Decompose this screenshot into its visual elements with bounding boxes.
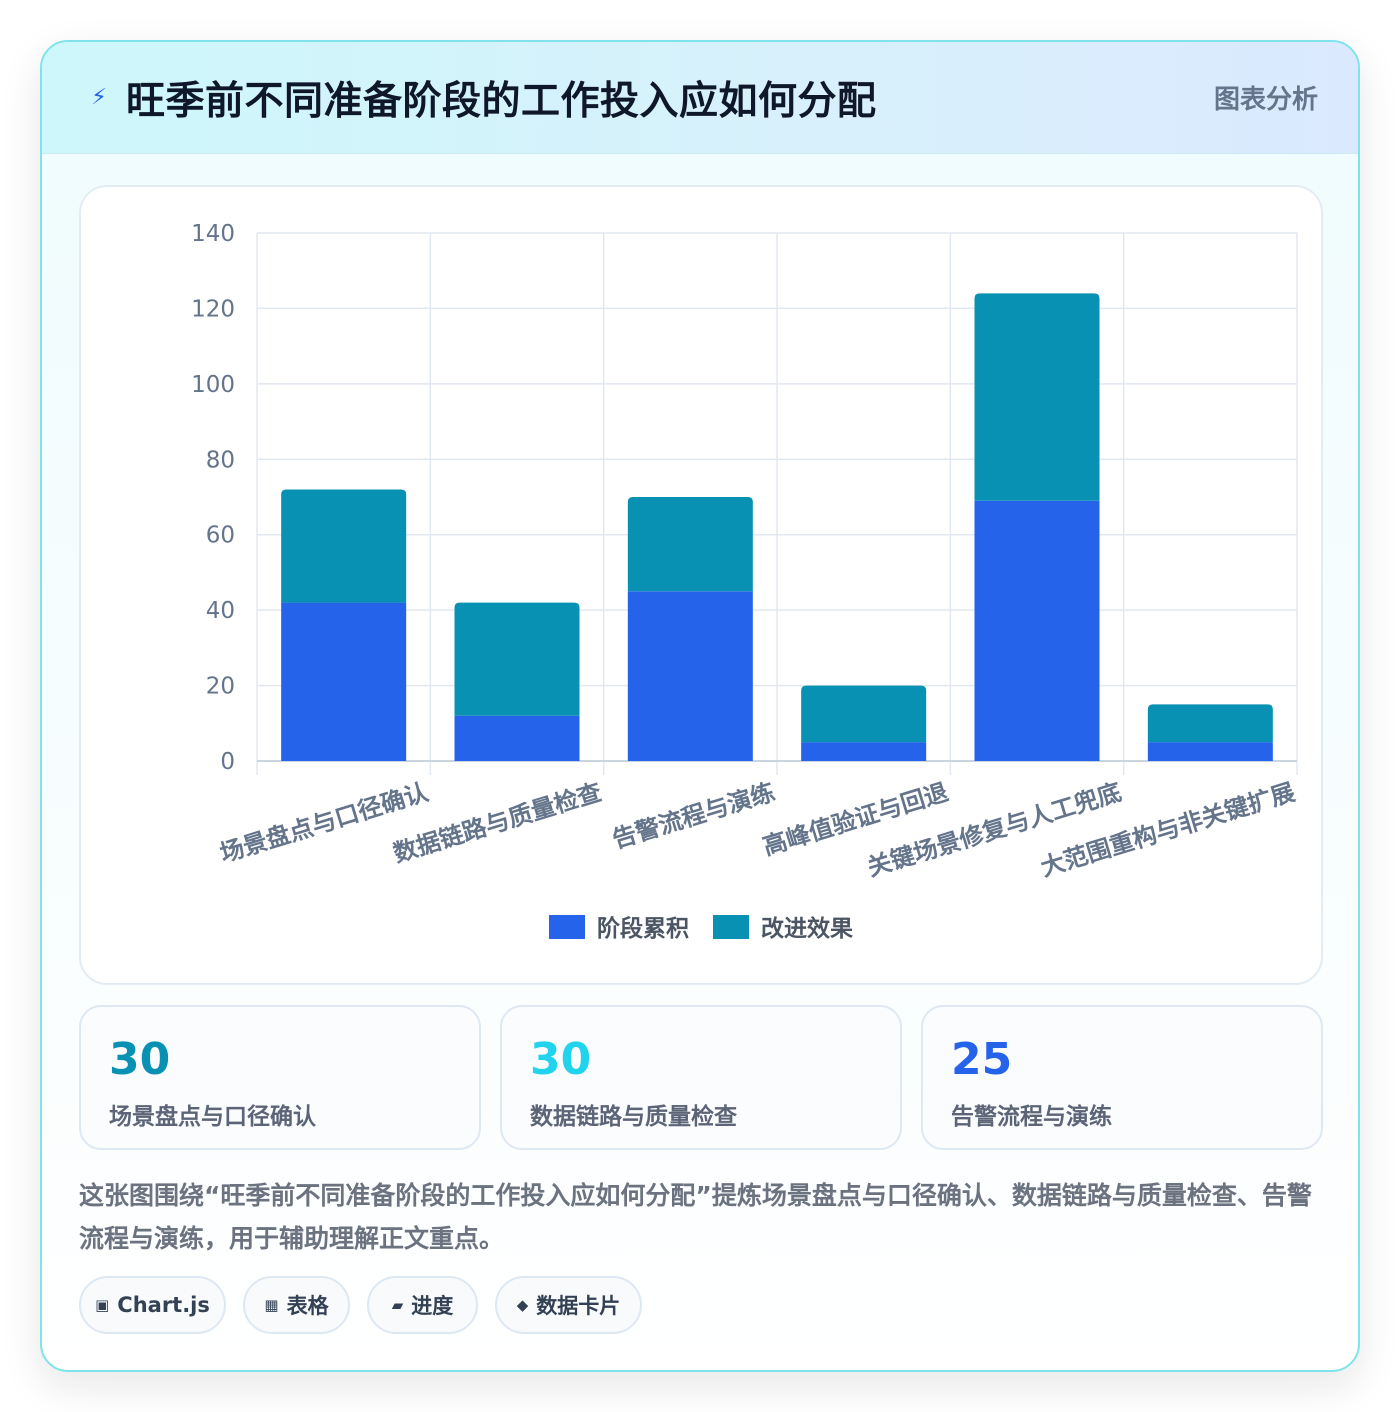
card-header: ⚡︎ 旺季前不同准备阶段的工作投入应如何分配 图表分析 (42, 42, 1358, 154)
bar-segment (627, 497, 753, 592)
legend-label: 阶段累积 (597, 915, 689, 942)
x-tick-label: 告警流程与演练 (609, 778, 778, 854)
stat-cards: 30 场景盘点与口径确认 30 数据链路与质量检查 25 告警流程与演练 (79, 1005, 1323, 1150)
bar-segment (454, 602, 580, 716)
bar-segment (801, 742, 927, 761)
y-tick-label: 80 (206, 447, 235, 473)
legend-label: 改进效果 (761, 915, 853, 942)
chip-chartjs[interactable]: ▣ Chart.js (79, 1276, 226, 1334)
y-tick-label: 40 (206, 598, 235, 624)
stat-value: 30 (530, 1034, 592, 1085)
stat-label: 场景盘点与口径确认 (109, 1104, 316, 1130)
table-icon: ▦ (264, 1296, 279, 1314)
chart-card: ⚡︎ 旺季前不同准备阶段的工作投入应如何分配 图表分析 0 20 40 60 80 100… (40, 40, 1360, 1372)
stat-card: 30 数据链路与质量检查 (500, 1005, 902, 1150)
chip-label: 进度 (411, 1294, 454, 1318)
page-title: 旺季前不同准备阶段的工作投入应如何分配 (126, 78, 877, 124)
progress-icon: ▰ (391, 1296, 404, 1314)
stat-card: 30 场景盘点与口径确认 (79, 1005, 481, 1150)
y-tick-label: 0 (220, 749, 235, 775)
bar-segment (454, 715, 580, 761)
bar-segment (281, 489, 407, 603)
stat-value: 25 (951, 1034, 1013, 1085)
stat-card: 25 告警流程与演练 (921, 1005, 1323, 1150)
y-tick-label: 120 (191, 296, 235, 322)
stat-label: 数据链路与质量检查 (530, 1104, 737, 1130)
chart-icon: ▣ (95, 1296, 110, 1314)
title-wrap: ⚡︎ 旺季前不同准备阶段的工作投入应如何分配 (84, 70, 877, 126)
chip-table[interactable]: ▦ 表格 (243, 1276, 350, 1334)
y-tick-label: 140 (191, 221, 235, 247)
stat-value: 30 (109, 1034, 171, 1085)
bar-segment (627, 591, 753, 761)
bar-segment (974, 500, 1100, 761)
chip-data-card[interactable]: ◆ 数据卡片 (495, 1276, 642, 1334)
y-tick-label: 60 (206, 523, 235, 549)
legend-swatch (549, 915, 585, 939)
bar-segment (974, 293, 1100, 501)
bar-segment (1147, 704, 1273, 743)
chip-progress[interactable]: ▰ 进度 (367, 1276, 478, 1334)
summary-text: 这张图围绕“旺季前不同准备阶段的工作投入应如何分配”提炼场景盘点与口径确认、数据… (79, 1181, 1312, 1253)
stat-label: 告警流程与演练 (951, 1104, 1112, 1130)
y-tick-label: 20 (206, 674, 235, 700)
chip-label: 表格 (286, 1294, 329, 1318)
bar-segment (281, 602, 407, 761)
diamond-icon: ◆ (516, 1296, 529, 1314)
y-tick-label: 100 (191, 372, 235, 398)
lightning-icon: ⚡︎ (91, 85, 107, 110)
legend-swatch (713, 915, 749, 939)
chip-label: 数据卡片 (536, 1294, 621, 1318)
header-tag: 图表分析 (1213, 85, 1318, 115)
bar-segment (801, 685, 927, 743)
chip-label: Chart.js (117, 1293, 210, 1317)
bar-segment (1147, 742, 1273, 761)
chart-panel: 0 20 40 60 80 100 120 140 场景盘点与口径确认 数据链路与质量检查 告警流程… (79, 185, 1323, 985)
